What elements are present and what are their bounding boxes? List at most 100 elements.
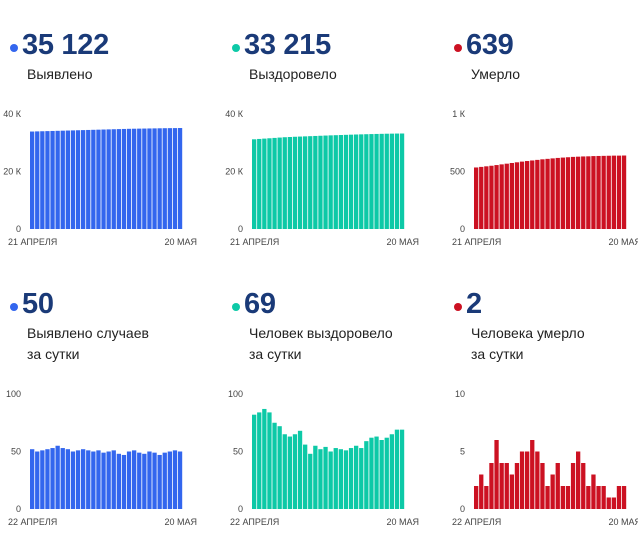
bar: [479, 474, 484, 509]
y-tick-label: 50: [233, 447, 243, 457]
bar: [50, 130, 55, 229]
bar: [111, 450, 116, 509]
bar: [354, 134, 359, 229]
bar: [297, 430, 303, 509]
bar: [70, 451, 76, 509]
panel-recovered: 33 215 Выздоровело: [232, 28, 442, 85]
bar: [591, 156, 596, 229]
y-tick-label: 20 К: [3, 167, 22, 177]
bar: [586, 486, 591, 509]
bar: [565, 486, 571, 509]
bar: [70, 130, 76, 229]
bar: [172, 128, 178, 229]
bar: [576, 156, 581, 229]
bar: [591, 474, 596, 509]
bar: [81, 130, 86, 229]
y-tick-label: 1 К: [452, 109, 466, 119]
bar: [348, 448, 354, 509]
bar: [55, 445, 60, 509]
y-tick-label: 0: [460, 224, 465, 234]
bar: [313, 445, 318, 509]
y-tick-label: 0: [238, 224, 243, 234]
bar: [30, 449, 35, 509]
bar: [121, 128, 127, 229]
bar: [535, 159, 540, 229]
bar: [50, 448, 55, 509]
bar: [147, 128, 152, 229]
bar: [394, 429, 400, 509]
panel-detected: 35 122 Выявлено: [10, 28, 220, 85]
x-label-end: 20 МАЯ: [164, 237, 197, 247]
stat-value: 69: [244, 287, 276, 320]
y-tick-label: 10: [455, 389, 465, 399]
bar: [504, 463, 509, 509]
bar: [359, 448, 364, 509]
y-tick-label: 40 К: [3, 109, 22, 119]
bar: [40, 131, 45, 229]
chart-daily-recovered: 100 50 0 22 АПРЕЛЯ 20 МАЯ: [228, 389, 419, 527]
y-tick-label: 100: [6, 389, 21, 399]
bar: [313, 135, 318, 229]
y-tick-label: 0: [460, 504, 465, 514]
bar: [616, 155, 622, 229]
bar: [581, 156, 586, 229]
bar: [364, 441, 369, 509]
bar: [545, 486, 550, 509]
teal-dot-icon: [232, 303, 240, 311]
bar: [287, 436, 292, 509]
stat-value: 35 122: [22, 28, 109, 61]
bar: [282, 434, 287, 509]
bar: [287, 137, 292, 229]
x-label-end: 20 МАЯ: [164, 517, 197, 527]
y-tick-label: 0: [238, 504, 243, 514]
chart-total-died: 1 К 500 0 21 АПРЕЛЯ 20 МАЯ: [450, 109, 638, 247]
bar: [550, 158, 555, 229]
bar: [101, 452, 106, 509]
stat-value: 50: [22, 287, 54, 320]
bar: [494, 165, 499, 229]
bar: [374, 436, 379, 509]
x-label-start: 22 АПРЕЛЯ: [8, 517, 57, 527]
bar: [257, 138, 262, 229]
bar: [267, 412, 272, 509]
bar: [611, 497, 616, 509]
bar: [75, 450, 81, 509]
stat-label: Человека умерло за сутки: [471, 325, 585, 362]
stat-value: 639: [466, 28, 514, 61]
panel-died: 639 Умерло: [454, 28, 638, 85]
bar: [35, 131, 40, 229]
bar: [116, 129, 121, 229]
bar: [318, 449, 323, 509]
stat-label: Выявлено случаев за сутки: [27, 325, 149, 362]
y-tick-label: 20 К: [225, 167, 244, 177]
bar: [162, 128, 167, 229]
bar: [297, 136, 303, 229]
bar: [35, 451, 40, 509]
bar: [616, 486, 622, 509]
bar: [354, 445, 359, 509]
bar: [333, 135, 338, 229]
x-label-start: 21 АПРЕЛЯ: [8, 237, 57, 247]
bar: [379, 133, 384, 229]
bar: [504, 163, 509, 229]
bar: [489, 463, 494, 509]
bar: [86, 450, 91, 509]
bar: [45, 131, 50, 229]
bar: [343, 134, 349, 229]
bar: [96, 129, 101, 229]
bar: [262, 408, 267, 509]
stat-label: Умерло: [471, 66, 521, 82]
bar: [560, 486, 565, 509]
bar: [479, 166, 484, 229]
bar: [323, 135, 328, 229]
bar: [369, 437, 374, 509]
bar: [328, 451, 333, 509]
bar: [519, 451, 525, 509]
bar: [45, 449, 50, 509]
chart-total-recovered: 40 К 20 К 0 21 АПРЕЛЯ 20 МАЯ: [225, 109, 419, 247]
bar: [172, 450, 178, 509]
bar: [272, 422, 277, 509]
bar: [162, 452, 167, 509]
bar: [132, 450, 137, 509]
bar: [530, 160, 535, 229]
